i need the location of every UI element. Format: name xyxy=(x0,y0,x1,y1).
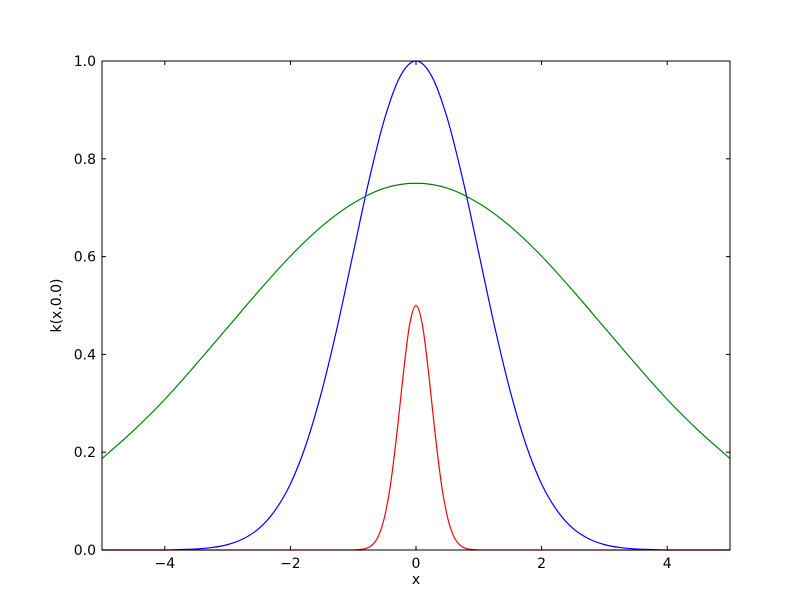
x-tick-label: −2 xyxy=(280,556,301,572)
x-axis-label: x xyxy=(412,572,420,588)
series-line-2 xyxy=(101,304,730,551)
series-line-1 xyxy=(101,182,731,460)
x-tick-label: 0 xyxy=(412,556,421,572)
x-tick-label: 2 xyxy=(537,556,546,572)
ticks: −4 −2 0 2 4 0.0 0.2 0.4 0.6 0.8 1.0 xyxy=(74,54,730,572)
y-tick-label: 0.6 xyxy=(74,250,96,266)
y-tick-label: 0.0 xyxy=(74,543,96,559)
y-tick-label: 1.0 xyxy=(74,54,96,70)
y-axis-label: k(x,0.0) xyxy=(49,278,65,332)
y-tick-label: 0.8 xyxy=(74,152,96,168)
x-tick-label: 4 xyxy=(663,556,672,572)
y-tick-label: 0.2 xyxy=(74,445,96,461)
x-tick-label: −4 xyxy=(154,556,175,572)
y-tick-label: 0.4 xyxy=(74,347,96,363)
plot-frame xyxy=(101,60,731,551)
